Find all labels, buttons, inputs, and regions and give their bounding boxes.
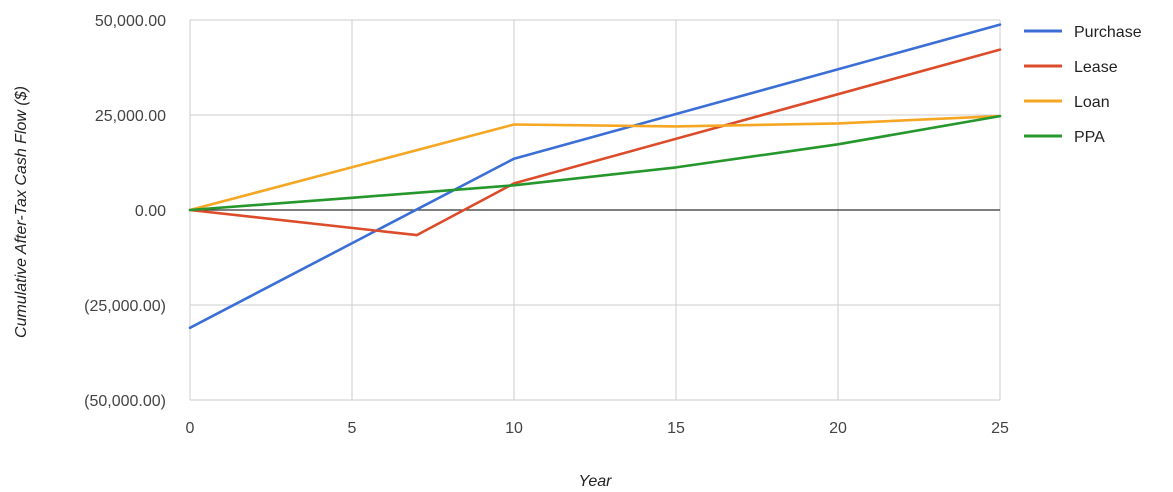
legend-label-lease: Lease [1074,59,1118,76]
series-lines [188,23,1002,330]
y-tick-label: 0.00 [135,203,166,220]
y-tick-label: (25,000.00) [84,298,166,315]
y-tick-label: 50,000.00 [95,13,166,30]
x-tick-label: 0 [186,420,195,437]
y-axis-title: Cumulative After-Tax Cash Flow ($) [13,86,30,338]
series-line-ppa [188,114,1002,212]
x-tick-label: 15 [667,420,685,437]
series-line-loan [188,114,1002,212]
axis-tick-labels: 50,000.00 25,000.00 0.00 (25,000.00) (50,000… [84,13,1009,437]
x-tick-label: 10 [505,420,523,437]
y-tick-label: 25,000.00 [95,108,166,125]
legend-label-loan: Loan [1074,94,1110,111]
series-line-lease [188,48,1002,237]
x-tick-label: 20 [829,420,847,437]
legend-label-purchase: Purchase [1074,24,1142,41]
legend-label-ppa: PPA [1074,129,1105,146]
y-tick-label: (50,000.00) [84,393,166,410]
legend: Purchase Lease Loan PPA [1024,24,1142,146]
series-line-purchase [188,23,1002,330]
x-axis-title: Year [579,473,613,490]
x-tick-label: 25 [991,420,1009,437]
x-tick-label: 5 [348,420,357,437]
